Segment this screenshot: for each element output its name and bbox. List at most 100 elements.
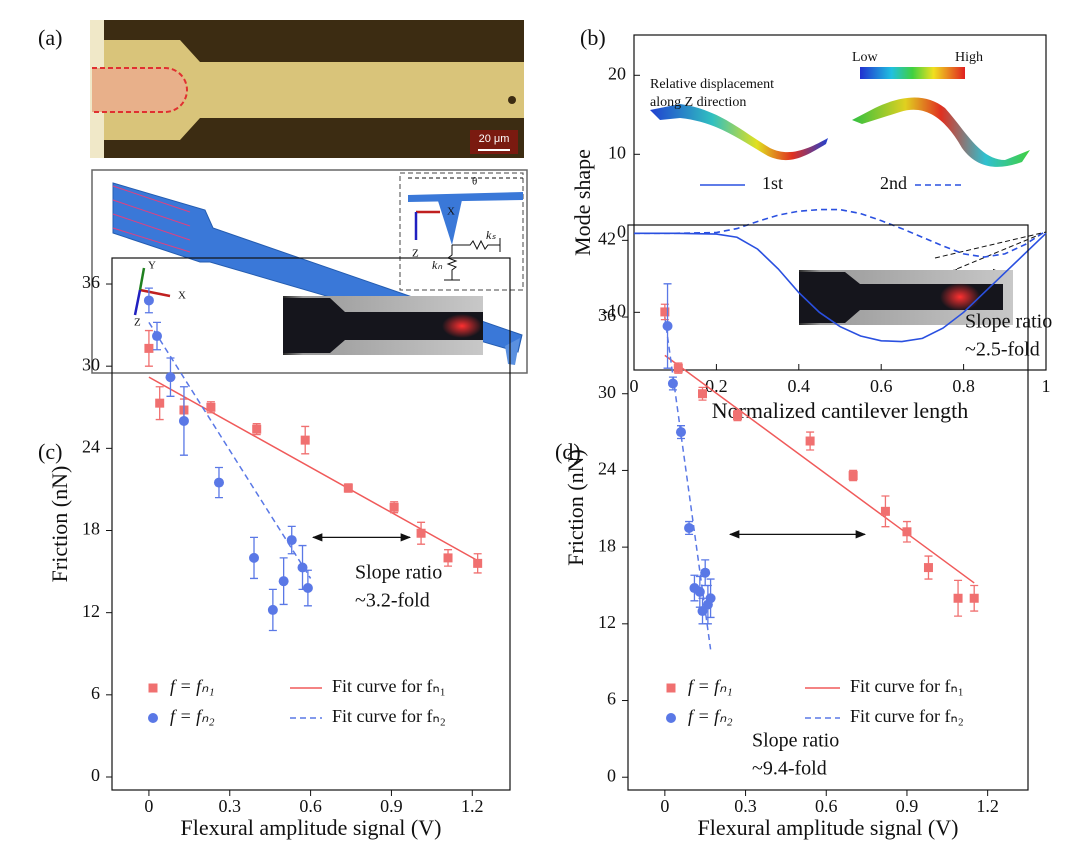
x-tick-label: 1: [1042, 376, 1051, 396]
marker: [148, 683, 158, 693]
marker: [443, 553, 453, 563]
y-tick-label: 18: [82, 519, 100, 539]
legend-label: Fit curve for fₙ₂: [850, 706, 964, 726]
marker: [684, 522, 695, 533]
axis-name: Y: [148, 260, 156, 272]
marker: [252, 424, 262, 434]
y-axis-label: Friction (nN): [563, 449, 588, 566]
panel-label: (a): [38, 25, 62, 50]
marker: [144, 343, 154, 353]
y-tick-label: 42: [598, 228, 616, 248]
marker: [923, 563, 933, 573]
marker: [880, 506, 890, 516]
x-tick-label: 0.8: [952, 376, 975, 396]
x-axis-label: Normalized cantilever length: [712, 398, 969, 423]
annotation: ~2.5-fold: [965, 339, 1040, 361]
y-tick-label: -10: [602, 300, 626, 320]
marker: [297, 562, 308, 573]
y-tick-label: 24: [598, 459, 616, 479]
marker: [343, 483, 353, 493]
legend-label: 1st: [762, 173, 783, 193]
axis-name: Z: [412, 248, 419, 260]
y-tick-label: 12: [82, 601, 100, 621]
marker: [732, 410, 742, 420]
y-tick-label: 0: [617, 221, 626, 241]
marker: [667, 378, 678, 389]
marker: [148, 713, 158, 723]
x-axis-label: Flexural amplitude signal (V): [181, 815, 442, 840]
spring-label: kₙ: [432, 258, 442, 272]
marker: [969, 593, 979, 603]
marker: [805, 436, 815, 446]
y-tick-label: 6: [607, 689, 616, 709]
legend-label: Fit curve for fₙ₁: [850, 676, 964, 696]
marker: [666, 713, 676, 723]
tip-spot: [508, 96, 516, 104]
tangent-line: [934, 231, 1047, 259]
marker: [660, 307, 670, 317]
y-tick-label: 30: [598, 382, 616, 402]
marker: [213, 477, 224, 488]
photo-cantilever: [283, 298, 483, 353]
marker: [300, 435, 310, 445]
marker: [206, 402, 216, 412]
y-tick-label: 36: [82, 272, 100, 292]
legend-label: f = fₙ₁: [170, 676, 215, 696]
marker: [673, 363, 683, 373]
fit-line: [148, 321, 312, 579]
marker: [848, 471, 858, 481]
mode-2-render: [852, 97, 1030, 167]
y-tick-label: 24: [82, 436, 100, 456]
spring-s: [452, 238, 501, 252]
annotation: Slope ratio: [965, 311, 1052, 333]
spring-n: [444, 245, 460, 281]
x-tick-label: 0.6: [299, 796, 322, 816]
x-tick-label: 0.3: [219, 796, 242, 816]
marker: [143, 295, 154, 306]
y-tick-label: 30: [82, 354, 100, 374]
x-tick-label: 0: [630, 376, 639, 396]
marker: [694, 586, 705, 597]
panel-label: (b): [580, 25, 606, 50]
photo-d: [799, 270, 1013, 325]
line: [634, 232, 1047, 343]
annotation: Slope ratio: [355, 562, 442, 584]
line: [634, 208, 1047, 258]
y-tick-label: 0: [607, 765, 616, 785]
y-tick-label: 36: [598, 305, 616, 325]
marker: [302, 583, 313, 594]
x-tick-label: 0.2: [705, 376, 728, 396]
colorbar: [860, 67, 965, 79]
colorbar-label: High: [955, 50, 983, 65]
panel-label: (c): [38, 439, 62, 464]
legend-label: Fit curve for fₙ₂: [332, 706, 446, 726]
y-tick-label: 0: [91, 765, 100, 785]
y-tick-label: 12: [598, 612, 616, 632]
fit-line: [148, 376, 479, 562]
marker: [165, 372, 176, 383]
marker: [700, 567, 711, 578]
probe-outline: [92, 67, 188, 113]
marker: [389, 502, 399, 512]
x-tick-label: 0.9: [896, 796, 919, 816]
marker: [416, 528, 426, 538]
x-tick-label: 1.2: [461, 796, 484, 816]
model-sites: [112, 185, 191, 253]
marker: [155, 398, 165, 408]
inset-beam: [408, 192, 523, 202]
y-tick-label: 18: [598, 535, 616, 555]
angle-label: θ: [472, 176, 477, 188]
plot-frame: [627, 224, 1029, 791]
cantilever-image: [104, 40, 524, 140]
colorbar-label: Low: [852, 50, 879, 65]
axis-name: Z: [134, 317, 141, 329]
y-axis-label: Friction (nN): [47, 466, 72, 583]
inset-axes: [414, 210, 440, 240]
y-tick-label: 6: [91, 683, 100, 703]
marker: [267, 604, 278, 615]
x-tick-label: 0.3: [734, 796, 757, 816]
marker: [662, 320, 673, 331]
marker: [278, 576, 289, 587]
scale-label: 20 μm: [479, 133, 510, 145]
panel-label: (d): [555, 439, 581, 464]
